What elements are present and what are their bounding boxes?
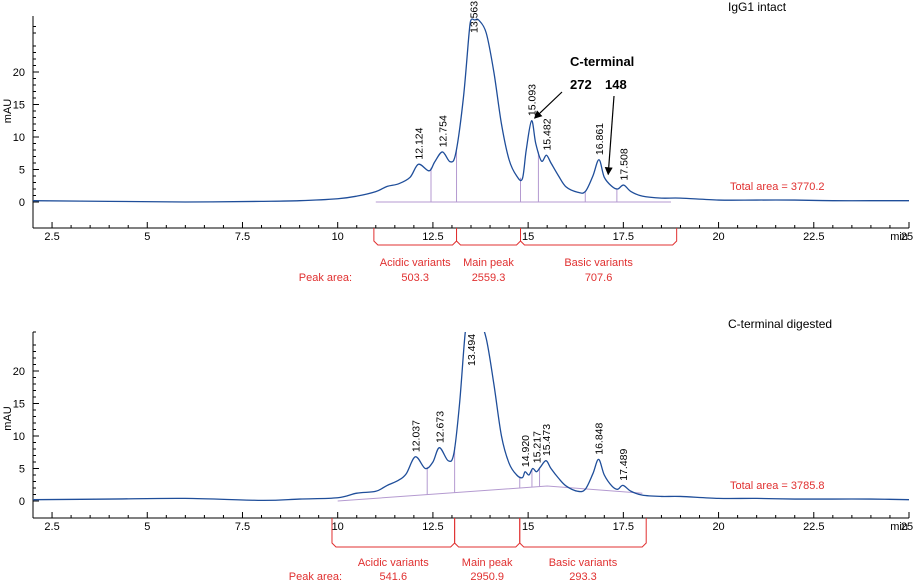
panel-title: C-terminal digested bbox=[728, 317, 832, 331]
annotation-value: 272 bbox=[570, 77, 592, 92]
peak-label: 15.093 bbox=[527, 84, 539, 116]
peak-label: 12.754 bbox=[438, 115, 450, 147]
y-tick-label: 0 bbox=[19, 197, 25, 209]
region-area: 2559.3 bbox=[472, 272, 506, 284]
y-tick-label: 20 bbox=[13, 67, 25, 79]
region-area: 541.6 bbox=[380, 571, 408, 582]
y-tick-label: 5 bbox=[19, 165, 25, 177]
y-axis-label: mAU bbox=[2, 99, 14, 124]
annotation-arrow bbox=[533, 91, 563, 119]
x-tick-label: 15 bbox=[522, 231, 534, 243]
x-tick-label: 5 bbox=[144, 231, 150, 243]
x-axis-unit: min bbox=[890, 521, 908, 533]
y-tick-label: 15 bbox=[13, 100, 25, 112]
x-tick-label: 12.5 bbox=[422, 231, 443, 243]
x-tick-label: 10 bbox=[332, 521, 344, 533]
x-tick-label: 2.5 bbox=[44, 231, 59, 243]
x-tick-label: 10 bbox=[332, 231, 344, 243]
x-tick-label: 20 bbox=[712, 521, 724, 533]
x-tick-label: 7.5 bbox=[235, 231, 250, 243]
region-bracket bbox=[456, 228, 522, 246]
region-bracket bbox=[520, 228, 678, 246]
region-name: Main peak bbox=[462, 557, 513, 569]
annotation-arrow bbox=[604, 95, 615, 176]
peak-label: 17.508 bbox=[619, 148, 631, 180]
x-tick-label: 25 bbox=[901, 521, 913, 533]
peak-label: 15.217 bbox=[531, 431, 543, 463]
peak-label: 13.494 bbox=[466, 334, 478, 366]
x-tick-label: 22.5 bbox=[803, 231, 824, 243]
chromatogram-trace bbox=[33, 18, 909, 203]
y-tick-label: 20 bbox=[13, 366, 25, 378]
peak-area-label: Peak area: bbox=[289, 571, 342, 582]
peak-label: 12.673 bbox=[435, 411, 447, 443]
y-tick-label: 15 bbox=[13, 399, 25, 411]
panel-title: IgG1 intact bbox=[728, 0, 787, 14]
y-tick-label: 5 bbox=[19, 464, 25, 476]
y-tick-label: 0 bbox=[19, 496, 25, 508]
peak-label: 16.848 bbox=[594, 422, 606, 454]
peak-label: 17.489 bbox=[618, 448, 630, 480]
x-tick-label: 17.5 bbox=[613, 521, 634, 533]
total-area-label: Total area = 3770.2 bbox=[730, 181, 825, 193]
region-name: Basic variants bbox=[549, 557, 618, 569]
x-tick-label: 20 bbox=[712, 231, 724, 243]
y-tick-label: 10 bbox=[13, 431, 25, 443]
region-area: 293.3 bbox=[569, 571, 597, 582]
peak-label: 13.563 bbox=[468, 1, 480, 33]
x-tick-label: 15 bbox=[522, 521, 534, 533]
region-area: 2950.9 bbox=[470, 571, 504, 582]
peak-label: 14.920 bbox=[520, 435, 532, 467]
peak-label: 15.482 bbox=[541, 118, 553, 150]
peak-label: 16.861 bbox=[594, 123, 606, 155]
x-tick-label: 7.5 bbox=[235, 521, 250, 533]
region-bracket bbox=[454, 518, 521, 548]
region-area: 707.6 bbox=[585, 272, 613, 284]
peak-label: 12.124 bbox=[414, 127, 426, 159]
peak-label: 15.473 bbox=[541, 424, 553, 456]
integration-baseline bbox=[337, 485, 643, 502]
chromatogram-trace bbox=[33, 332, 909, 502]
peak-area-label: Peak area: bbox=[299, 272, 352, 284]
x-tick-label: 12.5 bbox=[422, 521, 443, 533]
region-name: Main peak bbox=[463, 257, 514, 269]
annotation-title: C-terminal bbox=[570, 54, 634, 69]
x-tick-label: 17.5 bbox=[613, 231, 634, 243]
region-bracket bbox=[519, 518, 647, 548]
y-axis-label: mAU bbox=[2, 406, 14, 431]
x-tick-label: 25 bbox=[901, 231, 913, 243]
total-area-label: Total area = 3785.8 bbox=[730, 480, 825, 492]
region-name: Acidic variants bbox=[358, 557, 429, 569]
x-tick-label: 5 bbox=[144, 521, 150, 533]
y-tick-label: 10 bbox=[13, 132, 25, 144]
annotation-value: 148 bbox=[605, 77, 627, 92]
x-tick-label: 22.5 bbox=[803, 521, 824, 533]
x-axis-unit: min bbox=[890, 231, 908, 243]
peak-label: 12.037 bbox=[410, 420, 422, 452]
region-name: Basic variants bbox=[564, 257, 633, 269]
region-area: 503.3 bbox=[401, 272, 429, 284]
region-bracket bbox=[373, 228, 458, 246]
region-name: Acidic variants bbox=[380, 257, 451, 269]
x-tick-label: 2.5 bbox=[44, 521, 59, 533]
